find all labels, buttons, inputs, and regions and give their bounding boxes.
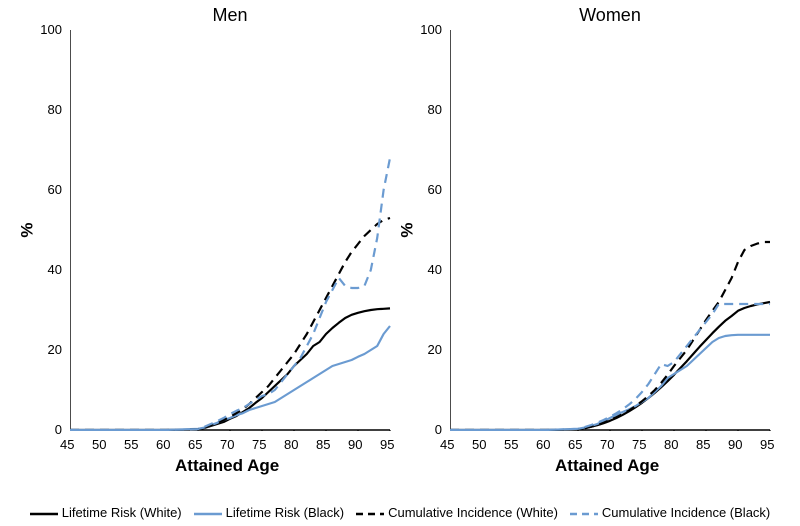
legend-swatch (356, 509, 384, 519)
x-axis-label: Attained Age (175, 456, 279, 476)
y-tick-label: 80 (428, 102, 442, 117)
x-tick-label: 75 (252, 437, 266, 452)
legend-label: Cumulative Incidence (Black) (602, 505, 770, 520)
series-line (70, 308, 390, 430)
figure-container: Men 45 50 55 60 65 70 75 80 85 90 95 0 20 40 60 80 100 Att… (0, 0, 800, 526)
y-tick-label: 80 (48, 102, 62, 117)
y-tick-label: 40 (428, 262, 442, 277)
legend-label: Cumulative Incidence (White) (388, 505, 558, 520)
series-line (450, 335, 770, 430)
panel-title: Women (550, 5, 670, 26)
legend-item: Lifetime Risk (White) (30, 505, 182, 520)
y-tick-label: 0 (55, 422, 62, 437)
x-tick-label: 50 (92, 437, 106, 452)
legend-swatch (30, 509, 58, 519)
legend-item: Cumulative Incidence (White) (356, 505, 558, 520)
x-tick-label: 50 (472, 437, 486, 452)
y-tick-label: 0 (435, 422, 442, 437)
y-tick-label: 20 (428, 342, 442, 357)
legend: Lifetime Risk (White) Lifetime Risk (Blac… (0, 504, 800, 520)
x-tick-label: 55 (504, 437, 518, 452)
chart-panel (450, 30, 771, 431)
x-axis-label: Attained Age (555, 456, 659, 476)
legend-item: Cumulative Incidence (Black) (570, 505, 770, 520)
x-tick-label: 90 (348, 437, 362, 452)
x-tick-label: 95 (380, 437, 394, 452)
x-tick-label: 60 (156, 437, 170, 452)
series-line (70, 158, 390, 430)
y-tick-label: 40 (48, 262, 62, 277)
legend-label: Lifetime Risk (Black) (226, 505, 344, 520)
y-tick-label: 100 (40, 22, 62, 37)
legend-swatch (570, 509, 598, 519)
series-line (70, 326, 390, 430)
legend-label: Lifetime Risk (White) (62, 505, 182, 520)
x-tick-label: 45 (440, 437, 454, 452)
x-tick-label: 60 (536, 437, 550, 452)
y-tick-label: 20 (48, 342, 62, 357)
legend-swatch (194, 509, 222, 519)
y-axis-label: % (398, 222, 418, 237)
y-tick-label: 60 (428, 182, 442, 197)
x-tick-label: 85 (316, 437, 330, 452)
legend-item: Lifetime Risk (Black) (194, 505, 344, 520)
x-tick-label: 95 (760, 437, 774, 452)
chart-panel (70, 30, 391, 431)
x-tick-label: 90 (728, 437, 742, 452)
x-tick-label: 45 (60, 437, 74, 452)
series-line (450, 302, 770, 430)
x-tick-label: 70 (220, 437, 234, 452)
y-tick-label: 60 (48, 182, 62, 197)
y-tick-label: 100 (420, 22, 442, 37)
x-tick-label: 65 (568, 437, 582, 452)
x-tick-label: 65 (188, 437, 202, 452)
y-axis-label: % (18, 222, 38, 237)
x-tick-label: 70 (600, 437, 614, 452)
x-tick-label: 75 (632, 437, 646, 452)
x-tick-label: 55 (124, 437, 138, 452)
series-line (70, 218, 390, 430)
x-tick-label: 80 (284, 437, 298, 452)
x-tick-label: 85 (696, 437, 710, 452)
panel-title: Men (170, 5, 290, 26)
x-tick-label: 80 (664, 437, 678, 452)
